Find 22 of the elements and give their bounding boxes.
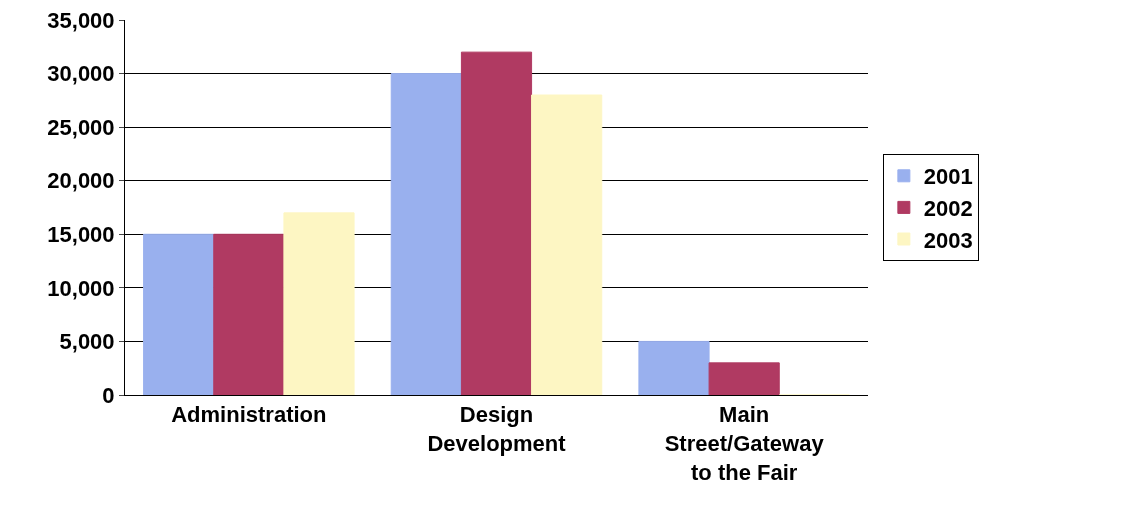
legend-label: 2001 (923, 164, 973, 190)
x-tick-label: Administration (171, 402, 327, 428)
y-tick-label: 5,000 (59, 329, 115, 355)
bar (213, 233, 285, 395)
bar (460, 51, 533, 395)
bar (531, 94, 603, 395)
bar (143, 233, 215, 395)
y-tick-label: 10,000 (47, 275, 115, 301)
bar (638, 340, 710, 395)
bar (390, 73, 462, 395)
y-tick-label: 35,000 (47, 7, 115, 33)
x-tick-label: Main Street/Gateway to the Fair (664, 402, 825, 485)
y-tick-label: 0 (102, 382, 115, 408)
y-tick-label: 15,000 (47, 221, 115, 247)
y-tick-label: 25,000 (47, 114, 115, 140)
legend-label: 2003 (923, 227, 973, 253)
bar (283, 212, 355, 395)
x-tick-label: Design Development (427, 402, 567, 456)
y-tick-label: 30,000 (47, 61, 115, 87)
y-tick-label: 20,000 (47, 168, 115, 194)
legend-label: 2002 (923, 195, 973, 221)
bar (708, 362, 780, 395)
